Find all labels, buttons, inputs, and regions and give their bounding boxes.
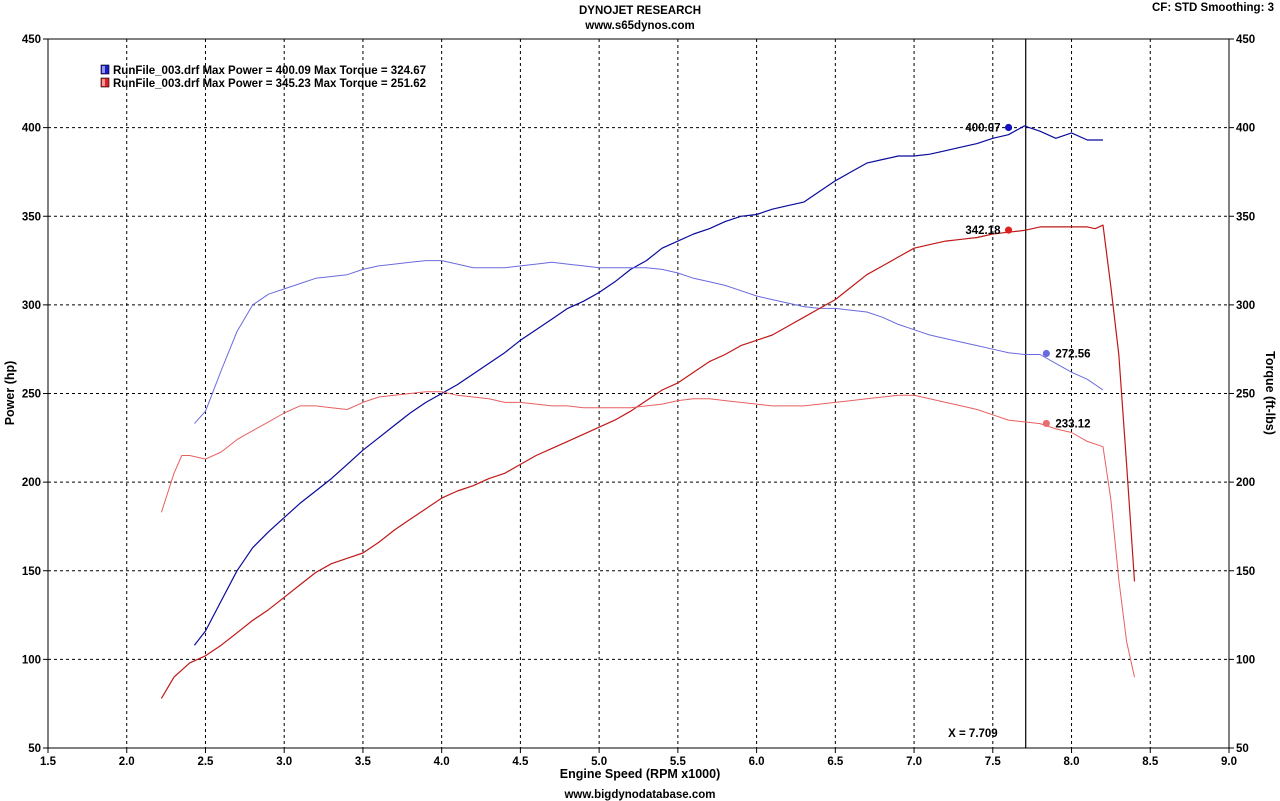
legend-label: RunFile_003.drf Max Power = 400.09 Max T… <box>113 65 426 77</box>
x-tick-label: 7.5 <box>985 756 1002 768</box>
footer-website: www.bigdynodatabase.com <box>563 789 715 801</box>
x-tick-label: 1.5 <box>40 756 57 768</box>
chart-title: DYNOJET RESEARCH <box>579 5 701 17</box>
x-tick-label: 8.0 <box>1064 756 1080 768</box>
y-tick-label-right: 200 <box>1236 477 1255 489</box>
x-tick-label: 5.0 <box>591 756 607 768</box>
y-tick-label-left: 250 <box>22 389 41 401</box>
x-axis-label: Engine Speed (RPM x1000) <box>560 767 720 781</box>
legend-swatch-highlight <box>102 66 105 73</box>
legend-label: RunFile_003.drf Max Power = 345.23 Max T… <box>113 78 426 90</box>
y-tick-label-right: 300 <box>1236 300 1255 312</box>
x-tick-label: 7.0 <box>906 756 922 768</box>
x-tick-label: 4.0 <box>434 756 450 768</box>
y-axis-label-right: Torque (ft-lbs) <box>1263 351 1277 435</box>
y-tick-label-left: 200 <box>22 477 41 489</box>
plot-area: 1.5 2.0 2.5 3.0 3.5 4.0 4.5 5.0 5.5 6.0 6.5 7.0 7.5 8… <box>22 34 1255 768</box>
x-tick-label: 3.5 <box>355 756 372 768</box>
x-tick-label: 4.5 <box>512 756 529 768</box>
legend-swatch-highlight <box>102 79 105 86</box>
y-axis-label-left: Power (hp) <box>3 361 17 426</box>
y-tick-label-right: 250 <box>1236 389 1255 401</box>
marker-label: 233.12 <box>1055 418 1090 430</box>
x-tick-label: 5.5 <box>670 756 687 768</box>
marker-label: 272.56 <box>1055 349 1090 361</box>
x-tick-label: 8.5 <box>1142 756 1159 768</box>
x-tick-label: 9.0 <box>1221 756 1237 768</box>
y-tick-label-right: 350 <box>1236 211 1255 223</box>
marker-point <box>1042 349 1050 358</box>
marker-point <box>1004 226 1013 234</box>
torque-series-line <box>194 260 1104 424</box>
cf-smoothing-label: CF: STD Smoothing: 3 <box>1152 2 1274 14</box>
torque-series-line <box>160 391 1135 678</box>
y-tick-label-right: 100 <box>1236 654 1255 666</box>
x-tick-label: 2.5 <box>197 756 214 768</box>
y-tick-label-left: 100 <box>22 654 41 666</box>
x-tick-label: 6.5 <box>827 756 844 768</box>
marker-point <box>1042 419 1050 428</box>
marker-label: 400.07 <box>965 123 1000 135</box>
marker-label: 342.18 <box>965 225 1001 237</box>
x-tick-label: 2.0 <box>119 756 135 768</box>
chart-website: www.s65dynos.com <box>584 20 695 32</box>
y-tick-label-right: 50 <box>1236 743 1249 755</box>
y-tick-label-right: 450 <box>1236 34 1255 46</box>
y-tick-label-left: 50 <box>28 743 41 755</box>
x-tick-label: 6.0 <box>749 756 765 768</box>
power-series-line <box>193 125 1103 646</box>
y-tick-label-left: 350 <box>22 211 41 223</box>
y-tick-label-left: 150 <box>22 566 41 578</box>
cursor-label: X = 7.709 <box>948 728 998 740</box>
y-tick-label-right: 400 <box>1236 123 1255 135</box>
y-tick-label-left: 450 <box>22 34 41 46</box>
y-tick-label-right: 150 <box>1236 566 1255 578</box>
y-tick-label-left: 400 <box>22 123 41 135</box>
marker-point <box>1004 123 1013 132</box>
y-tick-label-left: 300 <box>22 300 41 312</box>
x-tick-label: 3.0 <box>276 756 292 768</box>
